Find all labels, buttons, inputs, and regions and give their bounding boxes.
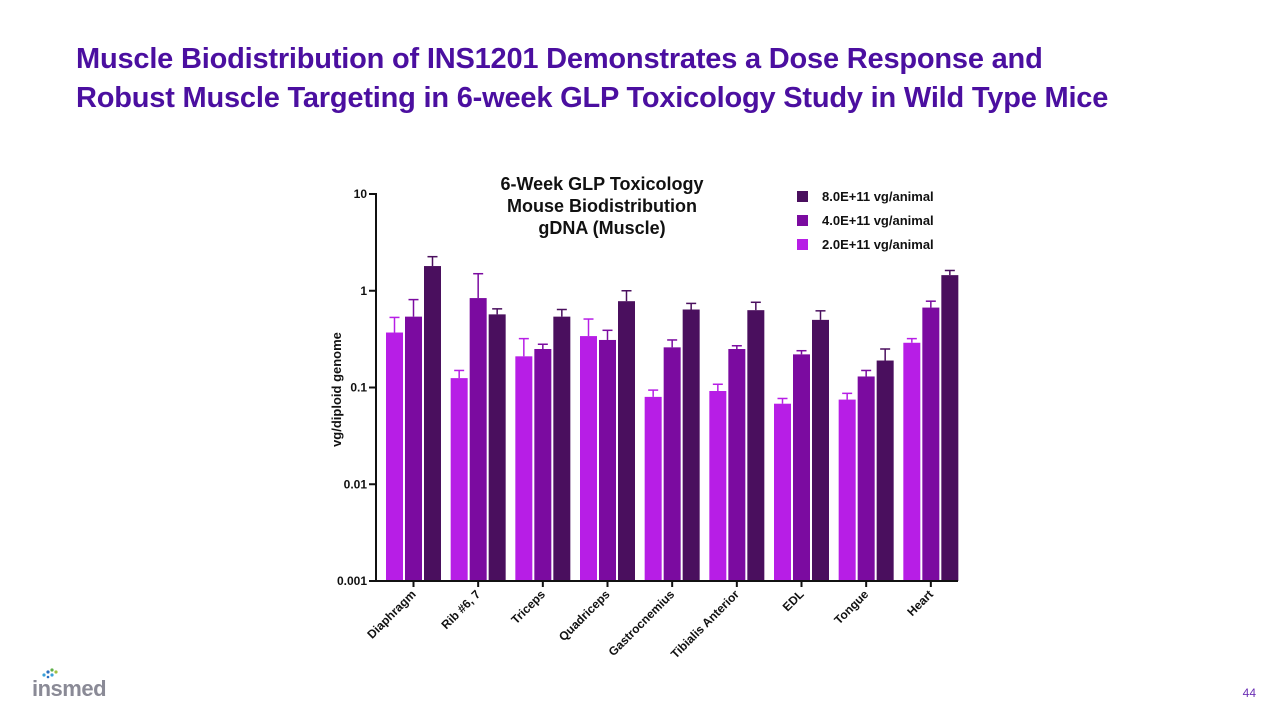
logo-dots-icon [42, 668, 58, 679]
legend-label: 8.0E+11 vg/animal [822, 189, 934, 204]
y-tick-label: 0.001 [337, 574, 367, 588]
bar [709, 391, 727, 581]
bar [580, 336, 597, 581]
bar [728, 348, 746, 581]
insmed-logo: insmed [28, 664, 128, 704]
bar [857, 376, 875, 581]
x-tick-label: Rib #6, 7 [438, 587, 483, 632]
chart-legend: 8.0E+11 vg/animal 4.0E+11 vg/animal 2.0E+1… [797, 189, 934, 252]
bar [747, 310, 765, 581]
bar [618, 301, 635, 581]
x-tick-label: Diaphragm [364, 587, 418, 641]
x-tick-label: Tibialis Anterior [668, 587, 742, 661]
chart-title-line: Mouse Biodistribution [507, 196, 697, 216]
bars [386, 255, 959, 581]
legend-swatch [797, 215, 808, 226]
bar [515, 356, 533, 581]
bar [644, 396, 662, 581]
y-axis: 10 1 0.1 0.01 0.001 vg/diploid genome [329, 187, 377, 588]
slide-title-line1: Muscle Biodistribution of INS1201 Demons… [76, 43, 1043, 75]
legend-label: 4.0E+11 vg/animal [822, 213, 934, 228]
slide-title: Muscle Biodistribution of INS1201 Demons… [76, 40, 1226, 118]
page-number: 44 [1242, 686, 1256, 700]
bar [663, 347, 681, 581]
bar [424, 266, 441, 581]
y-tick-label: 0.01 [344, 477, 368, 491]
bar [876, 360, 894, 581]
legend-swatch [797, 191, 808, 202]
chart-title-line: gDNA (Muscle) [538, 218, 665, 238]
bar [903, 342, 921, 581]
y-tick-label: 1 [360, 284, 367, 298]
x-tick-label: Gastrocnemius [606, 587, 678, 659]
slide-title-line2: Robust Muscle Targeting in 6-week GLP To… [76, 82, 1109, 114]
x-tick-label: Quadriceps [556, 587, 613, 644]
x-tick-label: Triceps [508, 587, 548, 627]
logo-text: insmed [32, 676, 107, 701]
bar [553, 316, 571, 581]
y-axis-label: vg/diploid genome [329, 332, 344, 447]
bar [793, 354, 810, 581]
bar [812, 319, 829, 581]
bar [941, 275, 959, 581]
y-tick-label: 10 [354, 187, 368, 201]
bar [405, 316, 422, 581]
bar [469, 298, 487, 581]
bar [386, 332, 403, 581]
bar [922, 307, 940, 581]
bar [534, 348, 552, 581]
legend-swatch [797, 239, 808, 250]
bar [599, 339, 616, 581]
x-tick-label: EDL [780, 587, 807, 614]
x-tick-label: Tongue [831, 587, 871, 627]
bar [774, 403, 791, 581]
bar [450, 378, 468, 581]
bar [838, 399, 856, 581]
x-tick-label: Heart [904, 587, 936, 619]
chart-title-line: 6-Week GLP Toxicology [500, 174, 703, 194]
y-tick-label: 0.1 [350, 381, 367, 395]
legend-label: 2.0E+11 vg/animal [822, 237, 934, 252]
bar [682, 309, 700, 581]
bar [488, 314, 506, 581]
x-axis: Diaphragm Rib #6, 7 Triceps QuadricepsGastr… [364, 580, 958, 661]
